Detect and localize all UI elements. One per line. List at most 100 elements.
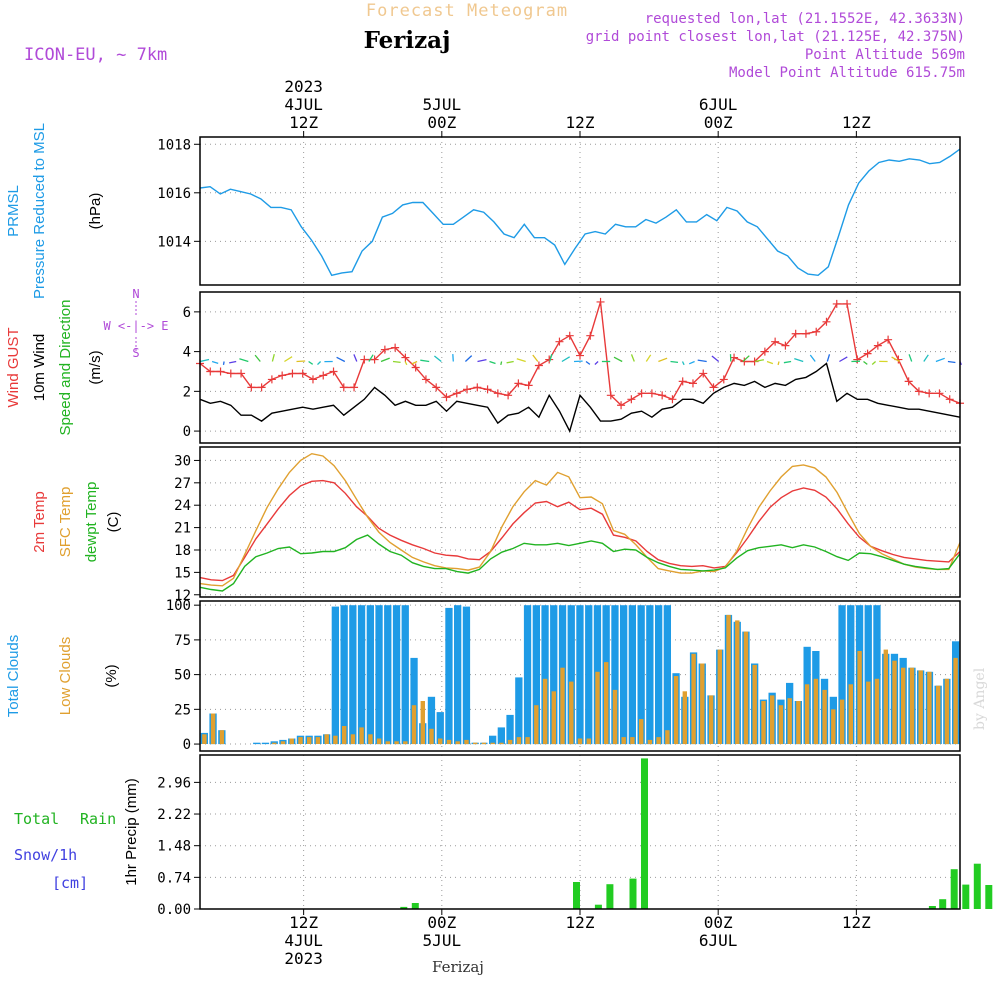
bar-low-cloud [796, 701, 801, 745]
bar-low-cloud [595, 671, 600, 744]
bar-low-cloud [219, 730, 225, 745]
bar-low-cloud [857, 651, 862, 745]
wind-arrow [777, 361, 780, 366]
bar-total-cloud [847, 605, 855, 745]
bar-low-cloud [481, 742, 487, 745]
bar-precip [573, 882, 580, 909]
panel-wind: 0 2 4 6 N W <-|-> E S Wind GUST 10m Wind Speed an… [5, 287, 964, 444]
wind-arrow [754, 359, 765, 363]
wind-arrow [353, 354, 358, 362]
bar-total-cloud [270, 741, 278, 745]
time-label-bottom: 00Z [427, 913, 456, 932]
header: Forecast Meteogram Ferizaj ICON-EU, ~ 7k… [24, 1, 965, 81]
wind-arrow [711, 355, 720, 363]
panels: 1014 1016 1018 PRMSL Pressure Reduced to MSL… [5, 77, 993, 968]
data-point [452, 389, 461, 398]
data-point [226, 369, 235, 378]
data-point [832, 299, 841, 308]
wind-arrow [863, 360, 868, 365]
bar-low-cloud [944, 678, 950, 745]
panel-label: dewpt Temp [83, 482, 100, 563]
bar-low-cloud [874, 678, 880, 745]
wind-arrow [681, 361, 685, 366]
bar-low-cloud [438, 738, 443, 745]
y-tick-label: 21 [174, 521, 191, 537]
y-tick-label: 15 [174, 565, 191, 581]
data-point [339, 383, 348, 392]
bar-low-cloud [534, 705, 539, 745]
wind-arrow [271, 354, 275, 362]
y-tick-label: 2.96 [157, 775, 191, 791]
bar-low-cloud [770, 695, 775, 744]
info-grid-point: grid point closest lon,lat (21.125E, 42.… [586, 29, 965, 45]
panel-label: (m/s) [87, 350, 104, 384]
bar-total-cloud [454, 605, 462, 745]
bar-low-cloud [717, 649, 722, 744]
bar-low-cloud [813, 678, 819, 745]
bar-low-cloud [342, 726, 347, 745]
data-point [812, 327, 821, 336]
wind-arrow [489, 360, 496, 365]
series-line [199, 148, 961, 277]
y-tick-label: 12 [174, 588, 191, 604]
wind-arrow [420, 359, 430, 363]
y-tick-label: 6 [183, 305, 191, 321]
precip-label-rain: Rain [80, 810, 116, 828]
bar-total-cloud [864, 605, 872, 745]
bar-low-cloud [455, 741, 460, 745]
data-point [945, 395, 954, 404]
bar-total-cloud [331, 606, 339, 745]
location-title: Ferizaj [364, 27, 451, 54]
bar-total-cloud [497, 727, 505, 745]
data-point [257, 383, 266, 392]
data-point [473, 383, 482, 392]
bar-low-cloud [307, 737, 312, 744]
data-point [216, 367, 225, 376]
bar-total-cloud [567, 605, 575, 745]
bar-low-cloud [464, 739, 469, 745]
data-point [822, 317, 831, 326]
panel-label: Pressure Reduced to MSL [31, 123, 48, 299]
wind-arrow [742, 355, 750, 362]
time-label-top: 6JUL [699, 95, 738, 114]
bar-total-cloud [523, 605, 532, 745]
time-label-top: 12Z [289, 113, 318, 132]
bar-precip [641, 758, 648, 909]
data-point [719, 375, 728, 384]
compass-south: S [132, 346, 139, 360]
precip-axis-label: 1hr Precip (mm) [123, 778, 140, 886]
data-point [401, 353, 410, 362]
wind-arrow [284, 356, 293, 363]
wind-arrow [826, 354, 831, 362]
data-point [678, 377, 687, 386]
data-point [308, 375, 317, 384]
wind-arrow [908, 354, 913, 362]
wind-arrow [404, 361, 408, 366]
data-point [873, 341, 882, 350]
bar-total-cloud [427, 696, 436, 744]
wind-arrow [630, 354, 635, 362]
wind-arrow [452, 354, 454, 362]
bar-low-cloud [735, 620, 740, 744]
data-point [442, 393, 451, 402]
compass-north: N [132, 287, 139, 301]
bar-total-cloud [445, 607, 453, 744]
y-tick-label: 100 [166, 598, 191, 614]
data-point [781, 341, 790, 350]
time-label-top: 00Z [427, 113, 456, 132]
bar-low-cloud [612, 689, 618, 745]
bar-low-cloud [210, 713, 216, 745]
time-label-bottom: 12Z [842, 913, 871, 932]
panel-label: Wind GUST [5, 327, 22, 407]
data-point [370, 355, 379, 364]
y-tick-label: 0.74 [157, 870, 191, 886]
bar-low-cloud [542, 678, 548, 745]
bar-low-cloud [569, 681, 574, 745]
bar-low-cloud [420, 701, 425, 745]
y-tick-label: 25 [174, 702, 191, 718]
bar-low-cloud [822, 689, 827, 745]
bar-low-cloud [604, 662, 609, 744]
data-point [545, 355, 554, 364]
